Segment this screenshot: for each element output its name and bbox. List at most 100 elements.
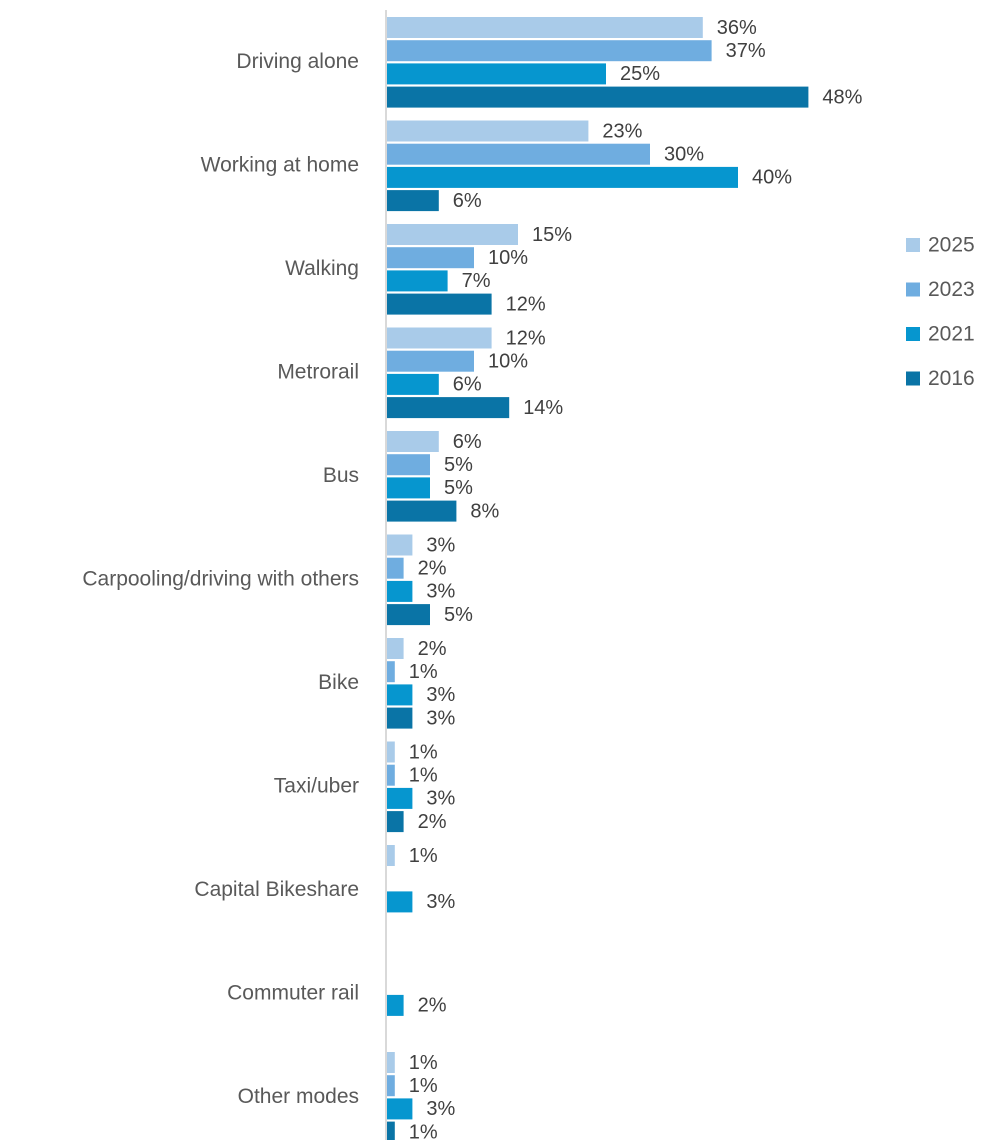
value-label-taxi-uber-2023: 1% [409,764,438,786]
bar-other-modes-2016 [386,1121,395,1140]
legend-swatch-2021 [906,327,920,341]
value-label-bike-2023: 1% [409,661,438,683]
value-label-working-at-home-2021: 40% [752,167,792,189]
category-label-walking: Walking [285,257,359,280]
category-label-bike: Bike [318,671,359,694]
value-label-working-at-home-2016: 6% [453,190,482,212]
value-label-bike-2016: 3% [426,707,455,729]
value-label-carpooling-driving-with-others-2023: 2% [418,557,447,579]
bar-working-at-home-2025 [386,120,589,142]
bar-metrorail-2021 [386,373,439,395]
category-label-carpooling-driving-with-others: Carpooling/driving with others [82,567,359,590]
bar-other-modes-2023 [386,1075,395,1097]
value-label-walking-2016: 12% [506,293,546,315]
bar-bus-2025 [386,431,439,452]
value-label-bus-2016: 8% [470,500,499,522]
value-label-walking-2021: 7% [462,270,491,292]
value-label-bus-2023: 5% [444,454,473,476]
legend-swatch-2023 [906,282,920,297]
value-label-other-modes-2023: 1% [409,1075,438,1097]
bar-working-at-home-2021 [386,166,738,188]
category-label-metrorail: Metrorail [277,360,359,383]
category-label-capital-bikeshare: Capital Bikeshare [194,878,359,901]
bar-metrorail-2025 [386,327,492,349]
value-label-driving-alone-2021: 25% [620,63,660,85]
value-label-bike-2025: 2% [418,638,447,660]
value-label-capital-bikeshare-2025: 1% [409,845,438,867]
bar-walking-2016 [386,293,492,315]
bar-bike-2023 [386,661,395,683]
bar-bike-2016 [386,707,413,729]
category-labels-layer: Driving alone Working at home Walking Metro… [82,50,359,1108]
bar-bus-2021 [386,477,430,499]
value-label-carpooling-driving-with-others-2025: 3% [426,534,455,556]
bar-capital-bikeshare-2025 [386,845,395,866]
bar-walking-2021 [386,270,448,292]
bar-carpooling-driving-with-others-2021 [386,580,413,602]
bar-taxi-uber-2016 [386,811,404,833]
bar-driving-alone-2021 [386,63,606,85]
category-label-working-at-home: Working at home [201,153,359,176]
value-label-other-modes-2016: 1% [409,1121,438,1140]
value-label-driving-alone-2016: 48% [822,86,862,108]
value-label-bus-2021: 5% [444,477,473,499]
value-label-metrorail-2016: 14% [523,397,563,419]
bar-driving-alone-2016 [386,86,809,108]
value-label-carpooling-driving-with-others-2016: 5% [444,604,473,626]
value-label-metrorail-2023: 10% [488,350,528,372]
bar-carpooling-driving-with-others-2023 [386,557,404,579]
bar-driving-alone-2023 [386,40,712,62]
category-label-driving-alone: Driving alone [236,50,359,73]
legend-label-2016: 2016 [928,367,975,390]
value-label-metrorail-2021: 6% [453,374,482,396]
bar-taxi-uber-2025 [386,741,395,763]
value-label-taxi-uber-2025: 1% [409,741,438,763]
category-label-commuter-rail: Commuter rail [227,981,359,1004]
value-label-taxi-uber-2016: 2% [418,811,447,833]
value-label-walking-2023: 10% [488,247,528,269]
value-label-carpooling-driving-with-others-2021: 3% [426,581,455,603]
bar-bike-2021 [386,684,413,706]
value-label-bike-2021: 3% [426,684,455,706]
value-label-driving-alone-2023: 37% [726,40,766,62]
value-label-metrorail-2025: 12% [506,327,546,349]
bar-taxi-uber-2021 [386,787,413,809]
value-label-taxi-uber-2021: 3% [426,788,455,810]
bar-bike-2025 [386,638,404,659]
legend-label-2021: 2021 [928,323,975,346]
value-label-driving-alone-2025: 36% [717,17,757,39]
bar-walking-2025 [386,224,518,245]
bar-walking-2023 [386,247,474,269]
bar-bus-2016 [386,500,457,522]
legend-label-2023: 2023 [928,278,975,301]
legend: 2025 2023 2021 2016 [906,234,975,390]
bar-metrorail-2016 [386,397,510,419]
legend-swatch-2016 [906,371,920,386]
category-label-other-modes: Other modes [238,1085,359,1108]
bar-working-at-home-2023 [386,143,650,165]
value-label-working-at-home-2025: 23% [602,120,642,142]
value-label-commuter-rail-2021: 2% [418,995,447,1017]
bar-metrorail-2023 [386,350,474,372]
bar-carpooling-driving-with-others-2025 [386,534,413,556]
bar-bus-2023 [386,454,430,476]
value-label-walking-2025: 15% [532,224,572,246]
category-label-taxi-uber: Taxi/uber [274,774,359,797]
bar-other-modes-2025 [386,1052,395,1073]
bars-layer [386,17,809,1140]
value-label-bus-2025: 6% [453,431,482,453]
legend-label-2025: 2025 [928,234,975,257]
bar-capital-bikeshare-2021 [386,891,413,913]
value-label-other-modes-2021: 3% [426,1098,455,1120]
legend-swatch-2025 [906,238,920,252]
value-labels-layer: 36%37%25%48%23%30%40%6%15%10%7%12%12%10%… [409,17,863,1140]
category-label-bus: Bus [323,464,359,487]
bar-working-at-home-2016 [386,190,439,212]
bar-carpooling-driving-with-others-2016 [386,604,430,626]
value-label-capital-bikeshare-2021: 3% [426,891,455,913]
bar-taxi-uber-2023 [386,764,395,786]
bar-other-modes-2021 [386,1098,413,1120]
bar-commuter-rail-2021 [386,994,404,1016]
